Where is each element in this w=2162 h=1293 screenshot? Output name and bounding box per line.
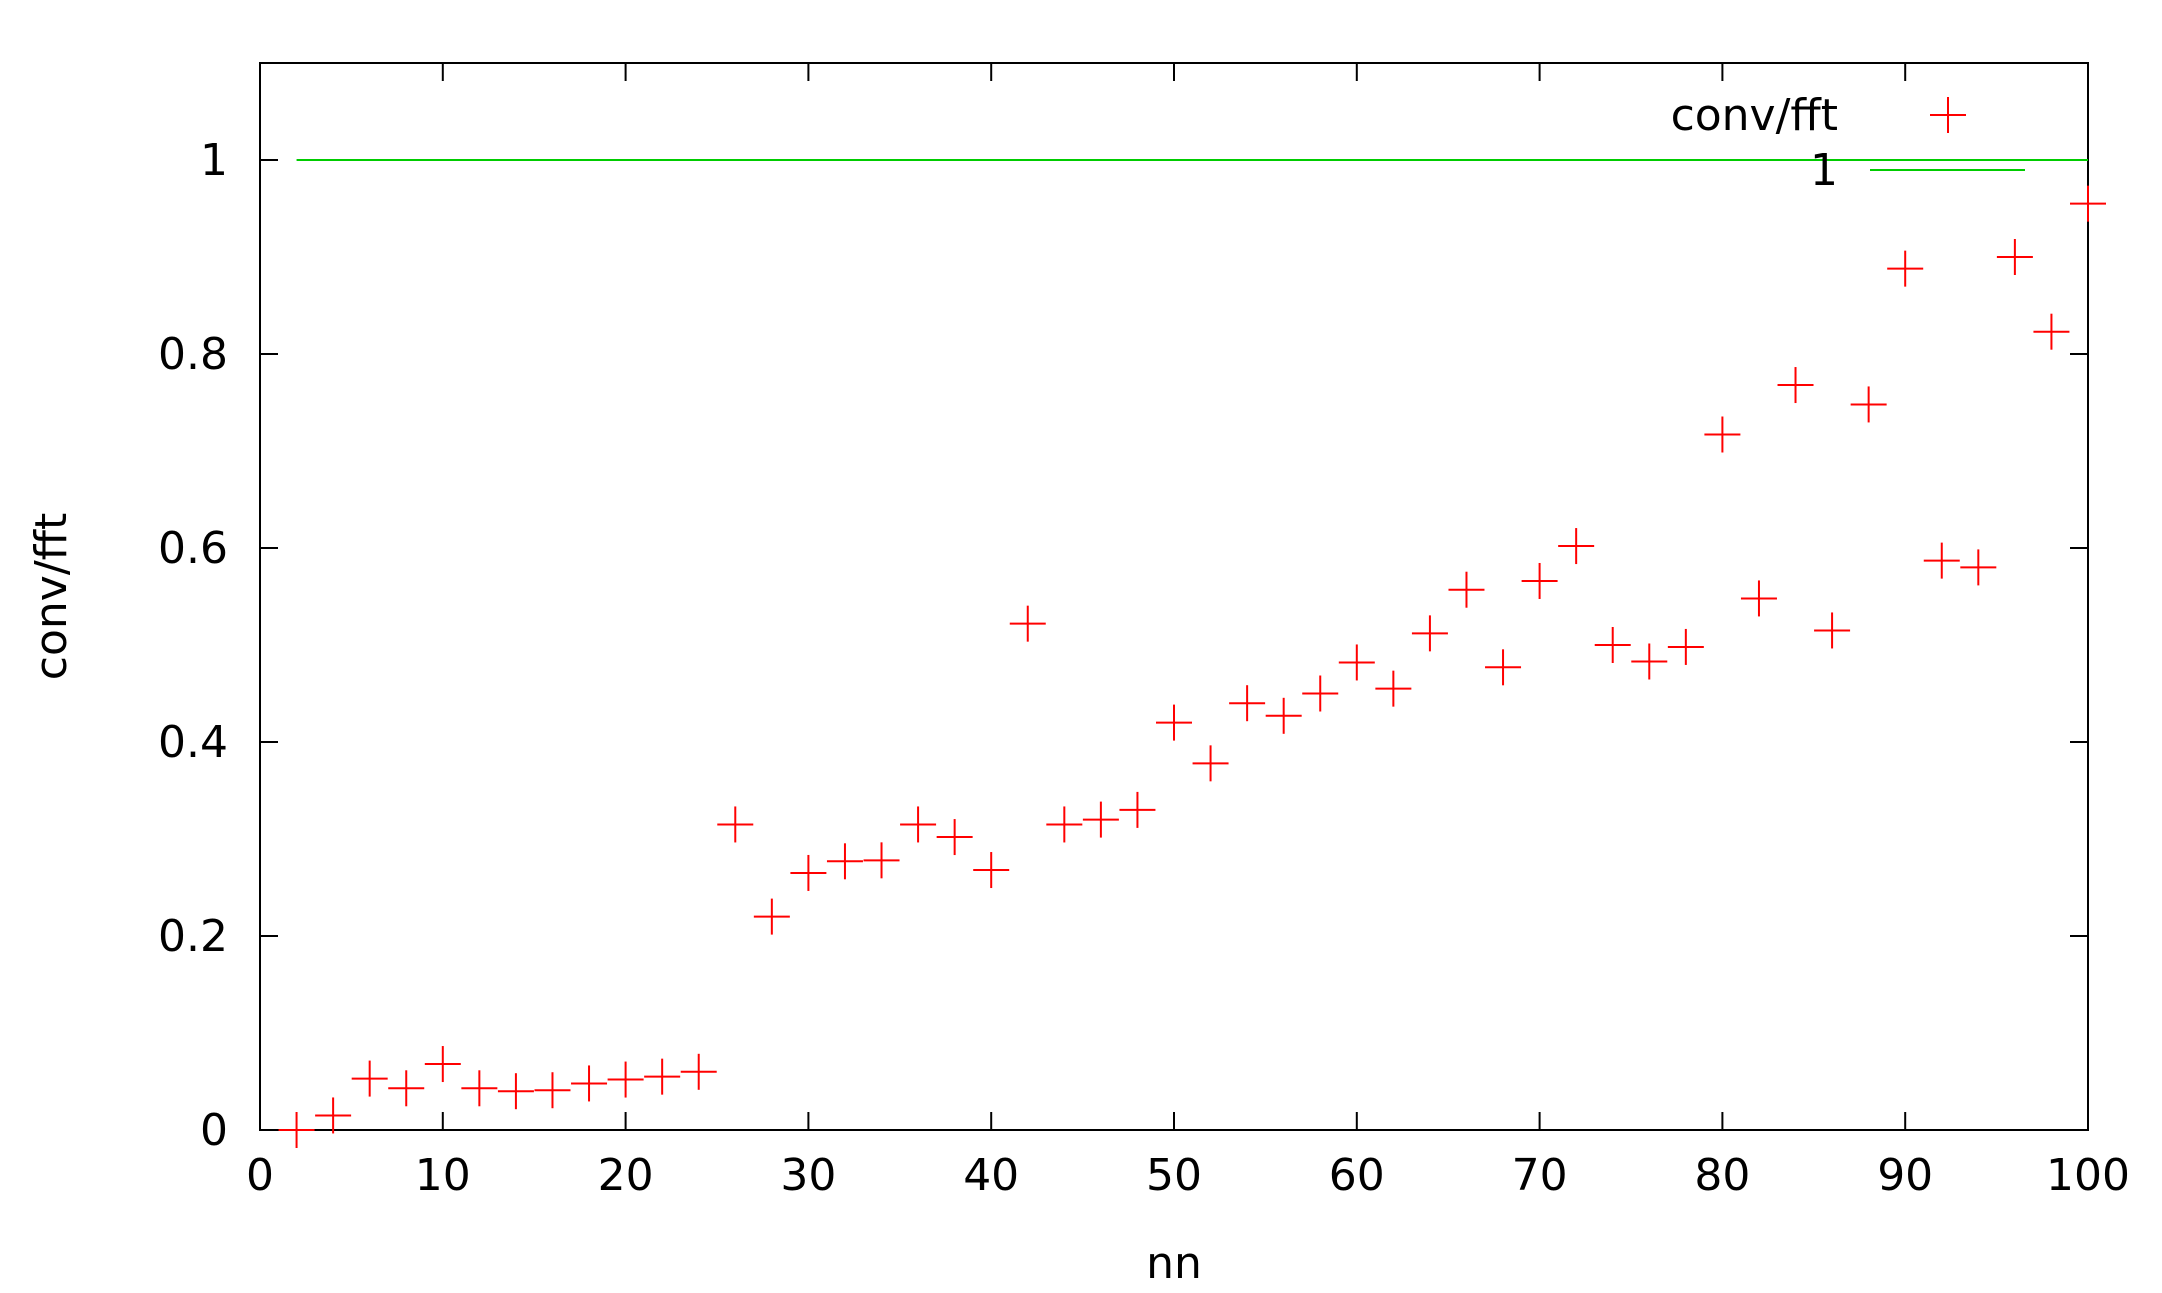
x-tick-label: 10 <box>415 1150 471 1201</box>
data-point <box>680 1053 717 1090</box>
x-tick-label: 60 <box>1329 1150 1385 1201</box>
y-tick-label: 0.6 <box>158 523 228 574</box>
data-point <box>1485 649 1522 686</box>
data-point <box>1009 605 1046 642</box>
data-point <box>534 1072 571 1109</box>
data-point <box>278 1112 315 1148</box>
data-point <box>1923 542 1960 579</box>
data-point <box>790 854 827 891</box>
data-point <box>1156 704 1192 741</box>
data-point <box>1448 571 1485 608</box>
data-point <box>1229 685 1266 722</box>
data-point <box>1082 801 1119 838</box>
x-tick-label: 80 <box>1694 1150 1750 1201</box>
y-axis-label: conv/fft <box>26 513 77 680</box>
data-point <box>1265 697 1302 734</box>
data-point <box>388 1070 425 1107</box>
data-point <box>717 806 754 843</box>
y-tick-label: 0 <box>200 1105 228 1156</box>
data-point <box>2033 313 2070 350</box>
data-point <box>1192 745 1229 782</box>
y-tick-label: 0.4 <box>158 717 228 768</box>
data-point <box>461 1070 498 1107</box>
data-point <box>1631 643 1668 680</box>
y-tick-label: 0.2 <box>158 911 228 962</box>
data-point <box>1375 670 1412 707</box>
data-point <box>1740 580 1777 617</box>
data-point <box>1850 386 1887 423</box>
data-point <box>1338 644 1375 681</box>
data-point <box>1704 416 1741 453</box>
x-tick-label: 70 <box>1512 1150 1568 1201</box>
data-point <box>753 898 790 935</box>
series-points <box>278 185 2106 1148</box>
x-axis-label: nn <box>1146 1238 1202 1289</box>
data-point <box>936 819 973 856</box>
data-point <box>1046 806 1083 843</box>
data-point <box>497 1073 534 1110</box>
data-point <box>1777 367 1814 404</box>
x-tick-label: 40 <box>963 1150 1019 1201</box>
data-point <box>1119 791 1156 828</box>
y-tick-label: 1 <box>200 135 228 186</box>
data-point <box>1996 239 2033 275</box>
x-tick-label: 20 <box>598 1150 654 1201</box>
data-point <box>826 843 863 880</box>
data-point <box>644 1058 681 1095</box>
y-axis-ticks: 0 0.2 0.4 0.6 0.8 1 <box>158 135 2088 1156</box>
legend-sample-marker <box>1930 97 1966 133</box>
x-tick-label: 30 <box>780 1150 836 1201</box>
data-point <box>2070 185 2106 222</box>
legend-label: conv/fft <box>1671 90 1838 141</box>
y-tick-label: 0.8 <box>158 329 228 380</box>
x-axis-ticks: 0 10 20 30 40 50 60 70 80 90 100 <box>246 63 2130 1201</box>
data-point <box>1411 615 1448 652</box>
data-point <box>900 806 937 843</box>
data-point <box>1594 627 1631 663</box>
data-point <box>1960 549 1997 586</box>
data-point <box>424 1046 461 1083</box>
x-tick-label: 0 <box>246 1150 274 1201</box>
data-point <box>1558 528 1595 565</box>
x-tick-label: 90 <box>1877 1150 1933 1201</box>
data-point <box>607 1061 644 1098</box>
legend-label: 1 <box>1810 145 1838 196</box>
data-point <box>863 842 900 879</box>
data-point <box>1302 675 1339 712</box>
data-point <box>1521 562 1558 599</box>
data-point <box>351 1060 388 1097</box>
data-point <box>1667 628 1704 665</box>
x-tick-label: 50 <box>1146 1150 1202 1201</box>
data-point <box>315 1097 352 1134</box>
data-point <box>1814 612 1851 649</box>
data-point <box>571 1065 608 1102</box>
data-point <box>973 852 1010 889</box>
plot-frame <box>259 62 2089 1131</box>
data-point <box>1887 250 1924 287</box>
x-tick-label: 100 <box>2046 1150 2130 1201</box>
